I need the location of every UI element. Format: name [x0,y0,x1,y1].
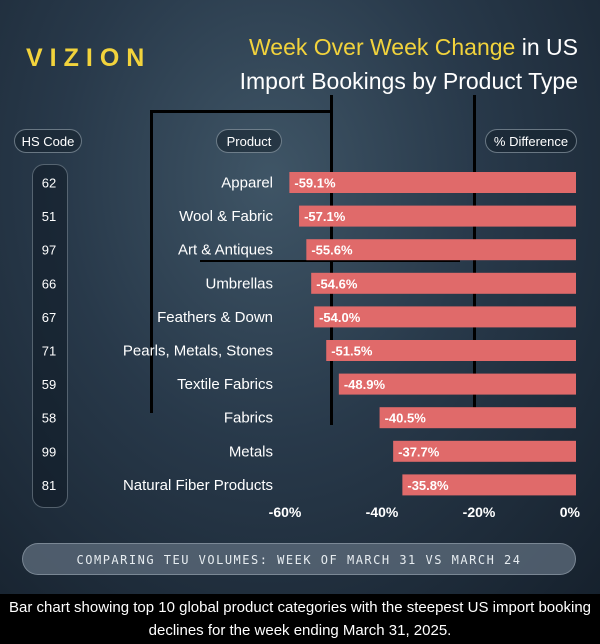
bar [311,272,576,294]
category-label: Pearls, Metals, Stones [123,343,273,360]
category-label: Feathers & Down [157,309,273,326]
hs-code-label: 71 [42,344,56,359]
category-label: Art & Antiques [178,242,273,259]
hs-code-label: 58 [42,411,56,426]
vizion-logo: VIZION [26,44,152,72]
bar [306,239,576,261]
comparison-footer: COMPARING TEU VOLUMES: WEEK OF MARCH 31 … [22,543,576,575]
title-highlight: Week Over Week Change [249,34,516,60]
category-label: Fabrics [224,410,273,427]
x-tick-label: 0% [560,504,581,520]
hs-code-label: 66 [42,276,56,291]
image-caption: Bar chart showing top 10 global product … [0,594,600,644]
category-label: Apparel [221,175,273,192]
bar-value-label: -48.9% [344,377,386,392]
product-header: Product [216,129,282,153]
category-label: Umbrellas [205,275,273,292]
title-rest: in US [515,34,578,60]
hs-code-label: 67 [42,310,56,325]
category-label: Textile Fabrics [177,376,273,393]
difference-header: % Difference [485,129,577,153]
x-tick-label: -20% [463,504,496,520]
bar [299,205,576,227]
bar-value-label: -55.6% [311,243,353,258]
bar [338,373,576,395]
bar-value-label: -59.1% [294,176,336,191]
x-tick-label: -60% [269,504,302,520]
bar-value-label: -35.8% [407,478,449,493]
hs-code-label: 99 [42,444,56,459]
hs-code-label: 97 [42,243,56,258]
bar-value-label: -57.1% [304,209,346,224]
bar-value-label: -40.5% [385,411,427,426]
title-line2: Import Bookings by Product Type [239,68,578,94]
category-label: Natural Fiber Products [123,477,273,494]
hs-code-header: HS Code [14,129,82,153]
bar-value-label: -51.5% [331,344,373,359]
bar [379,407,576,429]
bar [314,306,576,328]
bar [402,474,576,496]
category-label: Metals [229,443,273,460]
bar-chart: -59.1% Apparel 62 -57.1% Wool & Fabric 51 -55.… [42,172,581,520]
bar [289,172,576,193]
hs-code-label: 62 [42,176,56,191]
chart-title: Week Over Week Change in US Import Booki… [240,30,578,98]
hs-code-label: 81 [42,478,56,493]
bar-value-label: -54.6% [316,276,358,291]
category-label: Wool & Fabric [179,208,273,225]
hs-code-label: 59 [42,377,56,392]
background-crane [200,260,460,422]
background-crane [150,110,333,413]
x-tick-label: -40% [366,504,399,520]
bar [393,440,576,462]
hs-code-column [32,164,68,508]
bar [326,340,576,361]
bar-value-label: -54.0% [319,310,361,325]
bar-value-label: -37.7% [398,444,440,459]
hs-code-label: 51 [42,209,56,224]
infographic-card: VIZION Week Over Week Change in US Impor… [0,0,600,594]
